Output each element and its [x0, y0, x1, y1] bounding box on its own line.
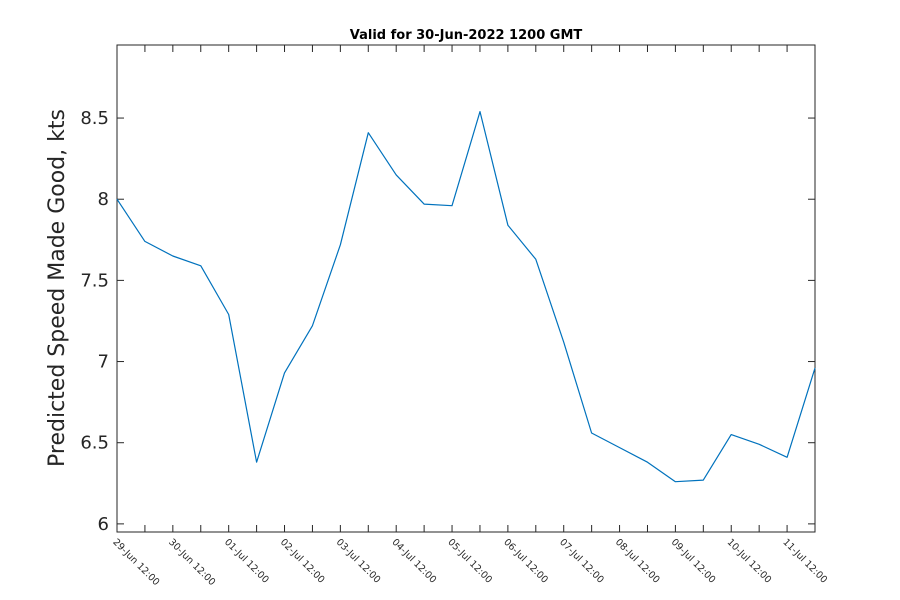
y-tick-label: 7 — [98, 352, 109, 373]
y-tick-label: 8 — [98, 189, 109, 210]
y-tick-label: 7.5 — [80, 270, 109, 291]
y-tick-label: 8.5 — [80, 108, 109, 129]
series-line — [116, 110, 816, 483]
plot-area — [116, 44, 816, 533]
y-axis-ticks: 6 6.5 7 7.5 8 8.5 — [80, 108, 815, 535]
chart-title: Valid for 30-Jun-2022 1200 GMT — [350, 28, 583, 43]
y-tick-label: 6.5 — [80, 433, 109, 454]
y-axis-label: Predicted Speed Made Good, kts — [45, 109, 70, 467]
y-tick-label: 6 — [98, 514, 109, 535]
